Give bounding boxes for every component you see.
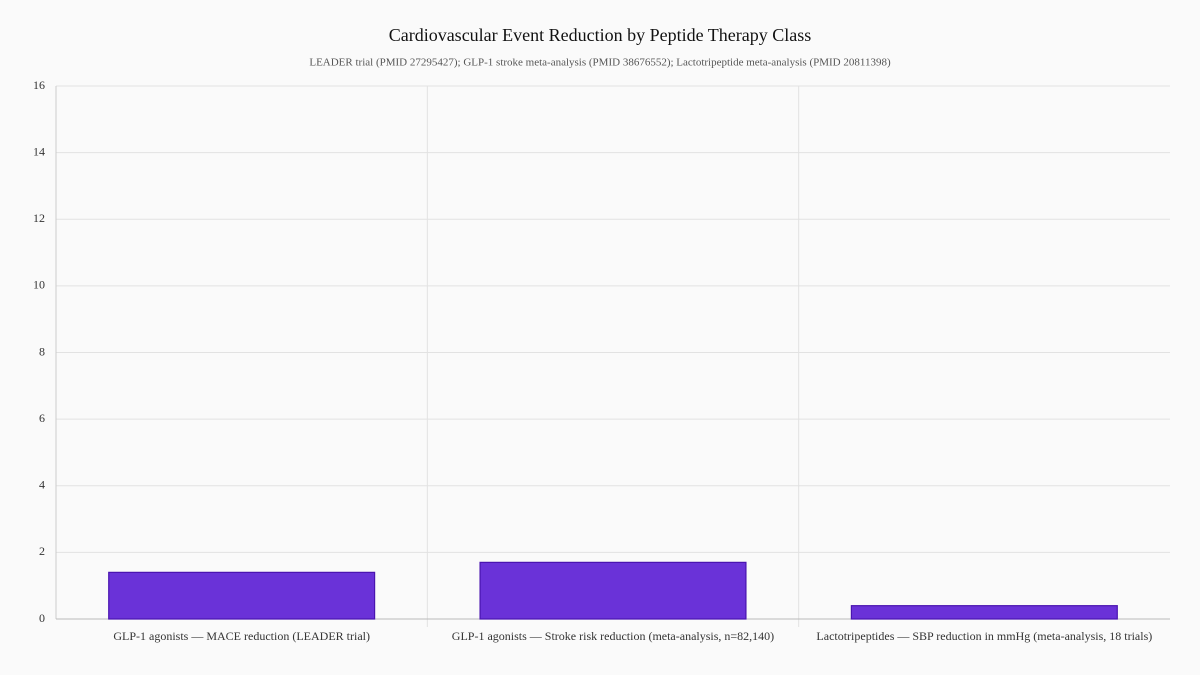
x-tick-label: Lactotripeptides — SBP reduction in mmHg… (816, 629, 1152, 643)
y-tick-label: 16 (33, 78, 45, 92)
bar (108, 571, 376, 620)
y-tick-label: 10 (33, 278, 45, 292)
y-tick-label: 14 (33, 144, 45, 158)
bar (850, 605, 1118, 620)
chart-title: Cardiovascular Event Reduction by Peptid… (389, 25, 812, 45)
x-tick-label: GLP-1 agonists — MACE reduction (LEADER … (113, 629, 370, 643)
y-tick-label: 4 (39, 478, 45, 492)
chart-subtitle: LEADER trial (PMID 27295427); GLP-1 stro… (309, 57, 891, 69)
y-tick-label: 2 (39, 544, 45, 558)
y-tick-label: 6 (39, 411, 45, 425)
y-tick-label: 12 (33, 211, 45, 225)
x-tick-label: GLP-1 agonists — Stroke risk reduction (… (452, 629, 774, 643)
bar (479, 561, 747, 620)
y-tick-label: 0 (39, 611, 45, 625)
y-tick-label: 8 (39, 344, 45, 358)
